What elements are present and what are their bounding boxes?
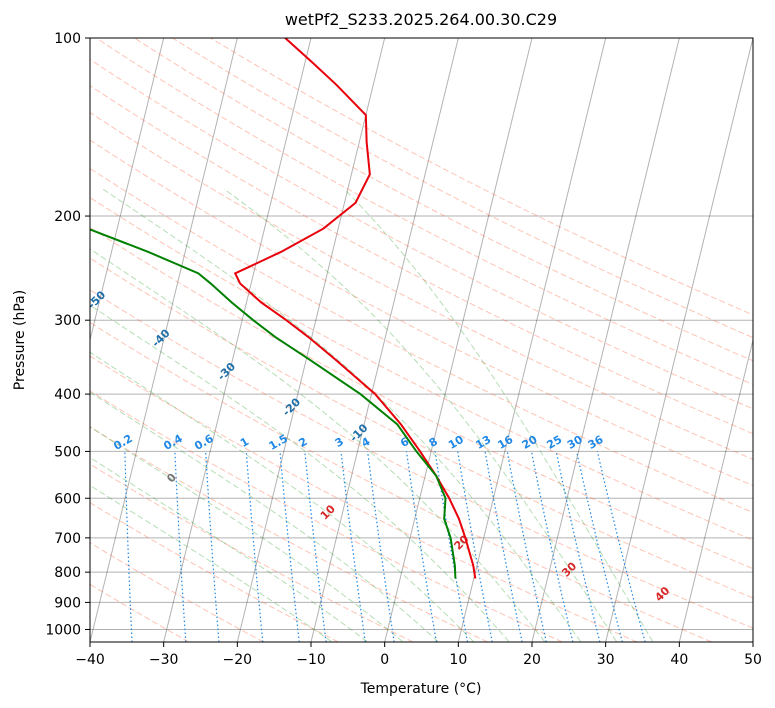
moist-adiabat-line: [90, 456, 368, 642]
dewpoint-profile-line: [90, 228, 457, 579]
isotherm-line: [90, 38, 238, 642]
dry-adiabat-line: [210, 38, 753, 316]
mixing-ratio-line: [279, 451, 300, 642]
x-tick-label: 40: [670, 652, 688, 668]
mixing-ratio-label: 2: [297, 435, 310, 450]
dry-adiabat-line: [90, 196, 753, 541]
mixing-ratio-label: 10: [446, 433, 466, 452]
mixing-ratio-label: 20: [520, 433, 540, 452]
mixing-ratio-line: [555, 451, 601, 642]
dry-adiabat-line: [90, 257, 753, 599]
plot-frame: [89, 37, 754, 643]
chart-title: wetPf2_S233.2025.264.00.30.C29: [285, 10, 557, 30]
isotherm-label: -30: [215, 360, 238, 383]
dry-adiabat-line: [90, 355, 638, 642]
mixing-ratio-label: 1.5: [267, 432, 290, 453]
plot-area: 0.10.20.40.611.52346810131620253036-100-…: [21, 38, 753, 642]
y-tick-label: 600: [54, 491, 81, 507]
isotherm-line: [531, 38, 680, 642]
y-tick-label: 1000: [45, 622, 81, 638]
isotherm-line: [752, 639, 753, 642]
dry-adiabat-line: [90, 426, 488, 642]
x-tick-label: 20: [523, 652, 541, 668]
mixing-ratio-line: [304, 451, 327, 642]
y-tick-label: 200: [54, 209, 81, 225]
dry-adiabat-line: [134, 38, 753, 362]
mixing-ratio-label: 0.6: [192, 432, 216, 453]
x-axis-label: Temperature (°C): [360, 681, 482, 697]
x-tick-label: −40: [75, 652, 105, 668]
isotherm-label: -50: [85, 288, 108, 311]
mixing-ratio-line: [457, 451, 493, 642]
mixing-ratio-line: [484, 451, 523, 642]
mixing-ratio-label: 0.2: [111, 432, 134, 453]
dry-adiabat-line: [90, 390, 563, 642]
moist-adiabat-line: [90, 351, 474, 642]
dry-adiabat-line: [90, 85, 753, 435]
x-tick-label: −20: [223, 652, 253, 668]
isotherm-line: [310, 38, 459, 642]
dry-adiabat-line: [172, 38, 753, 339]
dry-adiabat-line: [90, 463, 414, 642]
moist-adiabat-line: [90, 391, 439, 642]
dry-adiabat-line: [90, 167, 753, 514]
moist-adiabat-line: [90, 426, 403, 642]
y-tick-label: 400: [54, 387, 81, 403]
isotherm-label: -20: [280, 395, 303, 418]
mixing-ratio-line: [596, 451, 646, 642]
dry-adiabat-line: [90, 289, 753, 629]
moist-adiabat-label: 10: [318, 502, 338, 522]
y-tick-label: 900: [54, 595, 81, 611]
dry-adiabat-line: [90, 226, 753, 570]
dry-adiabat-line: [90, 139, 753, 487]
isotherm-line: [457, 38, 607, 642]
y-tick-label: 300: [54, 313, 81, 329]
x-tick-label: 0: [380, 652, 389, 668]
x-tick-label: 30: [597, 652, 615, 668]
moist-adiabat-label: 0: [164, 471, 179, 486]
y-tick-label: 800: [54, 565, 81, 581]
mixing-ratio-line: [367, 451, 395, 642]
x-tick-label: −10: [296, 652, 326, 668]
mixing-ratio-line: [576, 451, 623, 642]
x-tick-label: 10: [449, 652, 467, 668]
moist-adiabat-line: [223, 188, 617, 642]
moist-adiabat-line: [343, 188, 654, 642]
axes: −40 −30 −20 −10 0 10 20 30 40 5010020030040050060…: [45, 31, 762, 668]
y-tick-label: 100: [54, 31, 81, 47]
mixing-ratio-line: [506, 451, 547, 642]
temperature-profile-line: [233, 38, 477, 579]
mixing-ratio-line: [340, 451, 366, 642]
moist-adiabat-line: [90, 484, 332, 642]
moist-adiabat-line: [90, 304, 510, 642]
moist-adiabat-line: [102, 188, 581, 642]
dry-adiabat-line: [90, 58, 753, 410]
y-axis-label: Pressure (hPa): [12, 290, 28, 390]
isotherm-label: -60: [21, 249, 44, 272]
moist-adiabat-label: 30: [559, 559, 579, 579]
dry-adiabat-line: [90, 321, 712, 642]
dry-adiabat-line: [90, 111, 753, 460]
isotherm-line: [163, 38, 312, 642]
x-tick-label: 50: [744, 652, 762, 668]
isotherm-line: [384, 38, 533, 642]
mixing-ratio-line: [405, 451, 438, 642]
isotherm-line: [605, 38, 753, 642]
y-tick-label: 700: [54, 531, 81, 547]
mixing-ratio-label: 16: [496, 433, 516, 452]
mixing-ratio-label: 1: [238, 435, 251, 450]
mixing-ratio-label: 36: [586, 433, 606, 452]
dry-adiabat-line: [90, 502, 339, 642]
moist-adiabat-line: [90, 248, 545, 642]
isotherm-line: [678, 337, 753, 642]
mixing-ratio-label: 25: [544, 433, 564, 452]
y-tick-label: 500: [54, 444, 81, 460]
mixing-ratio-line: [530, 451, 574, 642]
mixing-ratio-label: 0.4: [161, 432, 185, 453]
moist-adiabat-label: 40: [652, 584, 672, 604]
x-tick-label: −30: [149, 652, 179, 668]
dry-adiabat-line: [95, 38, 753, 386]
